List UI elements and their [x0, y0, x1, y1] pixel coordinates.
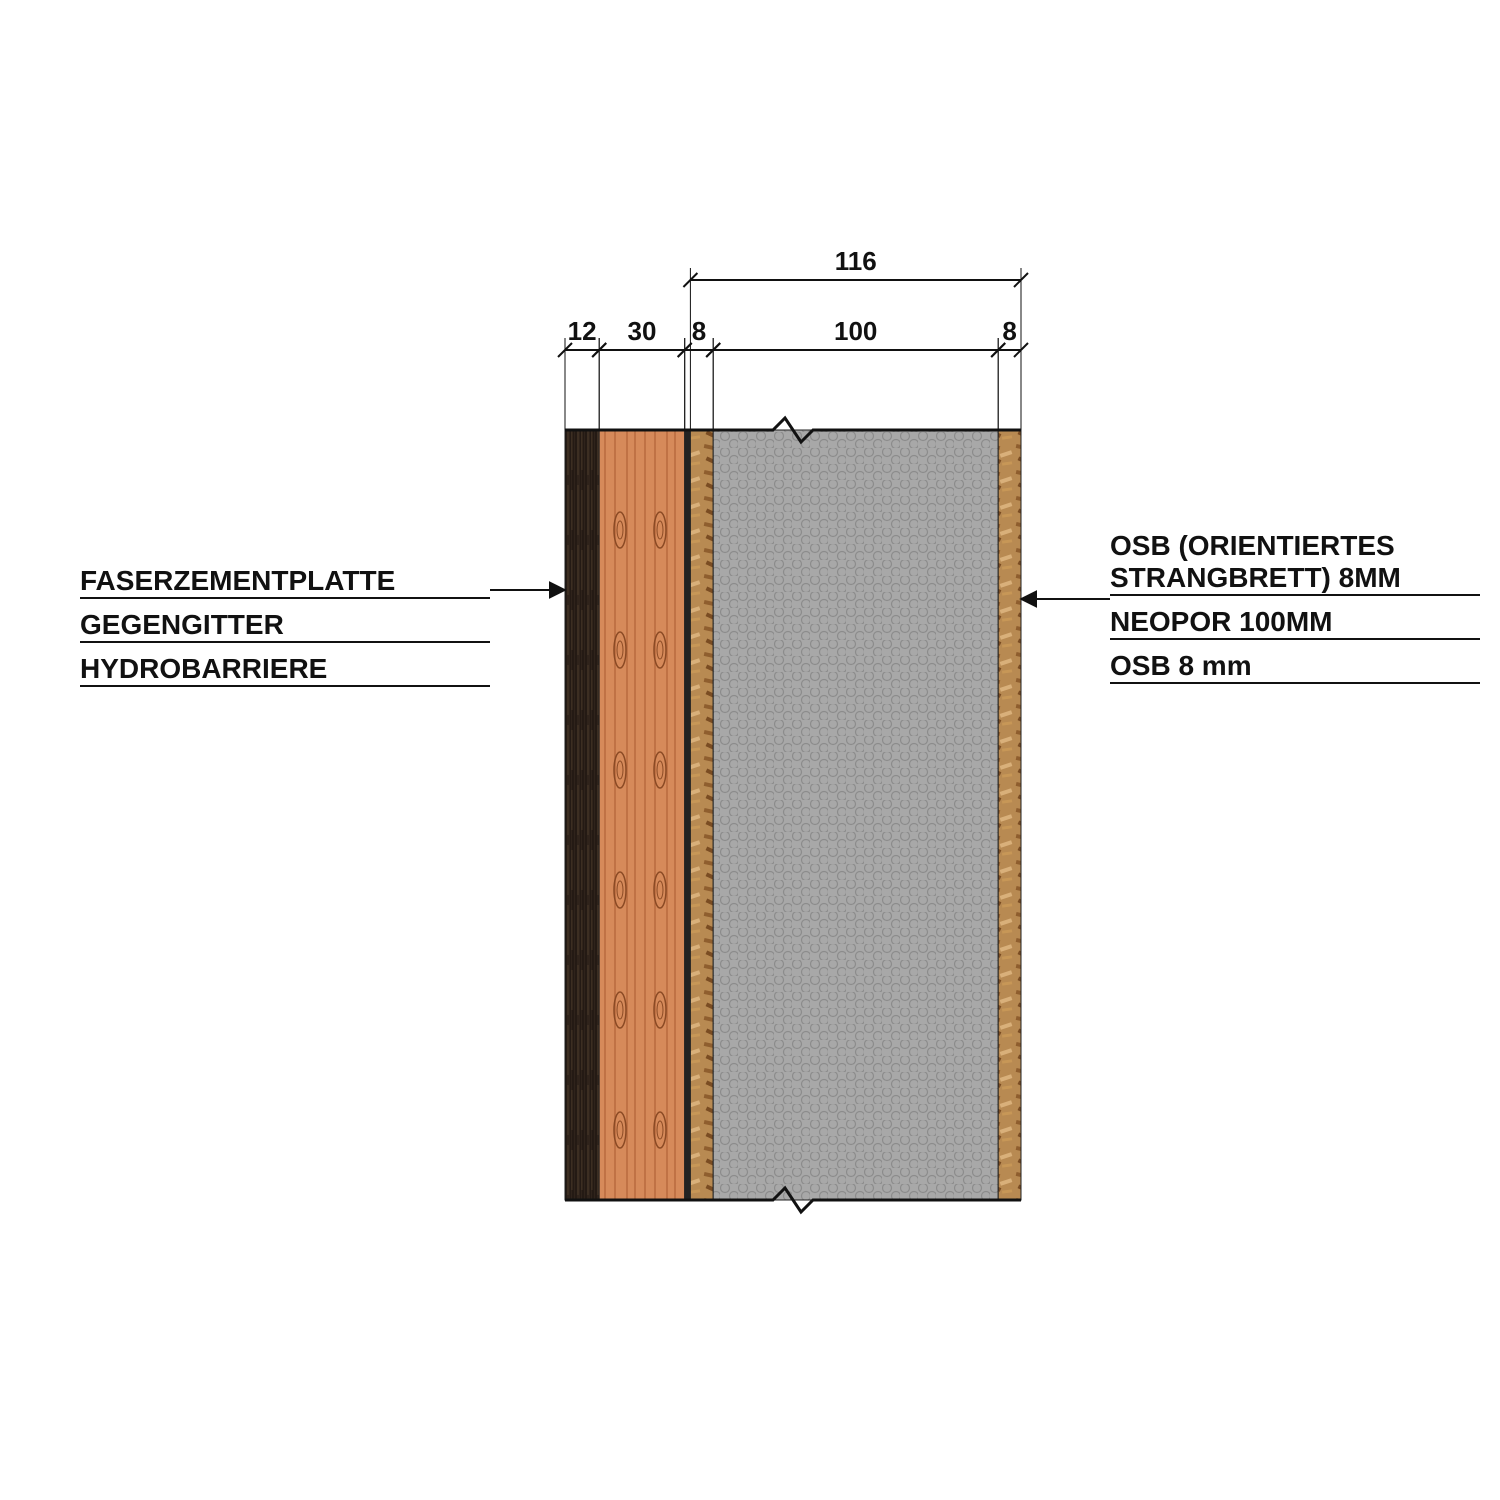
- layer-faserzement: [565, 430, 599, 1200]
- dim-label: 30: [627, 316, 656, 346]
- callout-right-text: STRANGBRETT) 8MM: [1110, 562, 1401, 593]
- dim-label: 8: [692, 316, 706, 346]
- dim-label: 12: [568, 316, 597, 346]
- layer-gegengitter: [599, 430, 685, 1200]
- callout-right-text: OSB 8 mm: [1110, 650, 1252, 681]
- callout-right-text: NEOPOR 100MM: [1110, 606, 1333, 637]
- dim-label: 116: [835, 246, 877, 276]
- layer-neopor: [713, 430, 998, 1200]
- layer-osb_right: [998, 430, 1021, 1200]
- layer-osb_left: [690, 430, 713, 1200]
- callout-left-text: GEGENGITTER: [80, 609, 284, 640]
- callout-right-text: OSB (ORIENTIERTES: [1110, 530, 1395, 561]
- callout-left-text: HYDROBARRIERE: [80, 653, 327, 684]
- dim-label: 100: [834, 316, 877, 346]
- layer-hydrobarriere: [685, 430, 691, 1200]
- dim-label: 8: [1002, 316, 1016, 346]
- callout-left-text: FASERZEMENTPLATTE: [80, 565, 395, 596]
